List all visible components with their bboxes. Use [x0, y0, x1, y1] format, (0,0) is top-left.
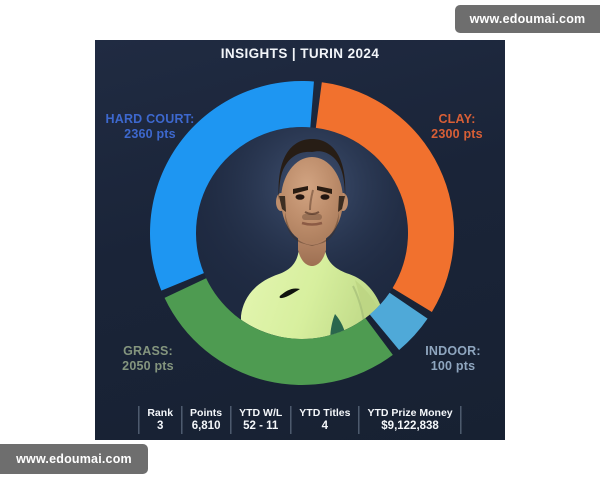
indoor-label: INDOOR: 100 pts	[403, 344, 503, 374]
player-shirt	[241, 248, 389, 339]
donut-segment-grass	[164, 278, 393, 386]
upper-lip-shadow	[302, 214, 322, 220]
stat-prize-money-value: $9,122,838	[381, 420, 439, 432]
shirt-teal-panel	[330, 314, 348, 339]
stat-ytd-wl-header: YTD W/L	[239, 407, 283, 419]
stats-table: Rank 3 Points 6,810 YTD W/L 52 - 11 YTD …	[138, 406, 462, 434]
clay-label: CLAY: 2300 pts	[407, 112, 505, 142]
mouth	[301, 221, 323, 226]
infographic-card: INSIGHTS | TURIN 2024	[95, 40, 505, 440]
stat-ytd-wl: YTD W/L 52 - 11	[230, 406, 290, 434]
nose-line	[309, 189, 314, 211]
page-title: INSIGHTS | TURIN 2024	[220, 46, 380, 61]
player-portrait	[196, 127, 408, 339]
stat-prize-money-header: YTD Prize Money	[367, 407, 453, 419]
sideburn-left	[279, 196, 286, 212]
stat-ytd-titles: YTD Titles 4	[290, 406, 358, 434]
indoor-label-title: INDOOR:	[425, 344, 481, 358]
clay-label-title: CLAY:	[438, 112, 476, 126]
player-hair	[278, 139, 346, 200]
grass-label: GRASS: 2050 pts	[95, 344, 201, 374]
nostrils	[304, 211, 320, 215]
clay-label-value: 2300 pts	[431, 127, 483, 141]
donut-segment-clay	[315, 82, 454, 312]
donut-segment-hard-court	[150, 81, 314, 291]
stat-ytd-titles-value: 4	[321, 420, 329, 432]
hard-court-label-title: HARD COURT:	[105, 112, 195, 126]
hard-court-label-value: 2360 pts	[124, 127, 176, 141]
watermark-bottom-text: www.edoumai.com	[16, 452, 132, 466]
donut-segment-indoor	[369, 292, 428, 350]
watermark-bottom-left: www.edoumai.com	[0, 444, 148, 474]
eyebrow-right	[317, 186, 332, 194]
eye-right	[320, 194, 330, 200]
sideburn-right	[338, 196, 345, 212]
stat-points: Points 6,810	[181, 406, 230, 434]
donut-chart	[150, 81, 454, 386]
stat-points-value: 6,810	[191, 420, 221, 432]
watermark-top-text: www.edoumai.com	[469, 12, 586, 26]
stat-points-header: Points	[190, 407, 223, 419]
stat-rank: Rank 3	[138, 406, 181, 434]
eye-left	[295, 194, 305, 200]
stat-prize-money: YTD Prize Money $9,122,838	[358, 406, 462, 434]
hard-court-label: HARD COURT: 2360 pts	[95, 112, 205, 142]
watermark-top-right: www.edoumai.com	[455, 5, 600, 33]
grass-label-title: GRASS:	[123, 344, 173, 358]
swoosh-logo	[279, 288, 300, 299]
stat-ytd-titles-header: YTD Titles	[299, 407, 351, 419]
eyebrow-left	[293, 186, 308, 194]
indoor-label-value: 100 pts	[430, 359, 476, 373]
stat-ytd-wl-value: 52 - 11	[243, 420, 279, 432]
grass-label-value: 2050 pts	[122, 359, 174, 373]
stat-rank-header: Rank	[147, 407, 174, 419]
stat-rank-value: 3	[156, 420, 164, 432]
player-face	[281, 157, 343, 243]
donut-chart-canvas	[150, 81, 454, 386]
